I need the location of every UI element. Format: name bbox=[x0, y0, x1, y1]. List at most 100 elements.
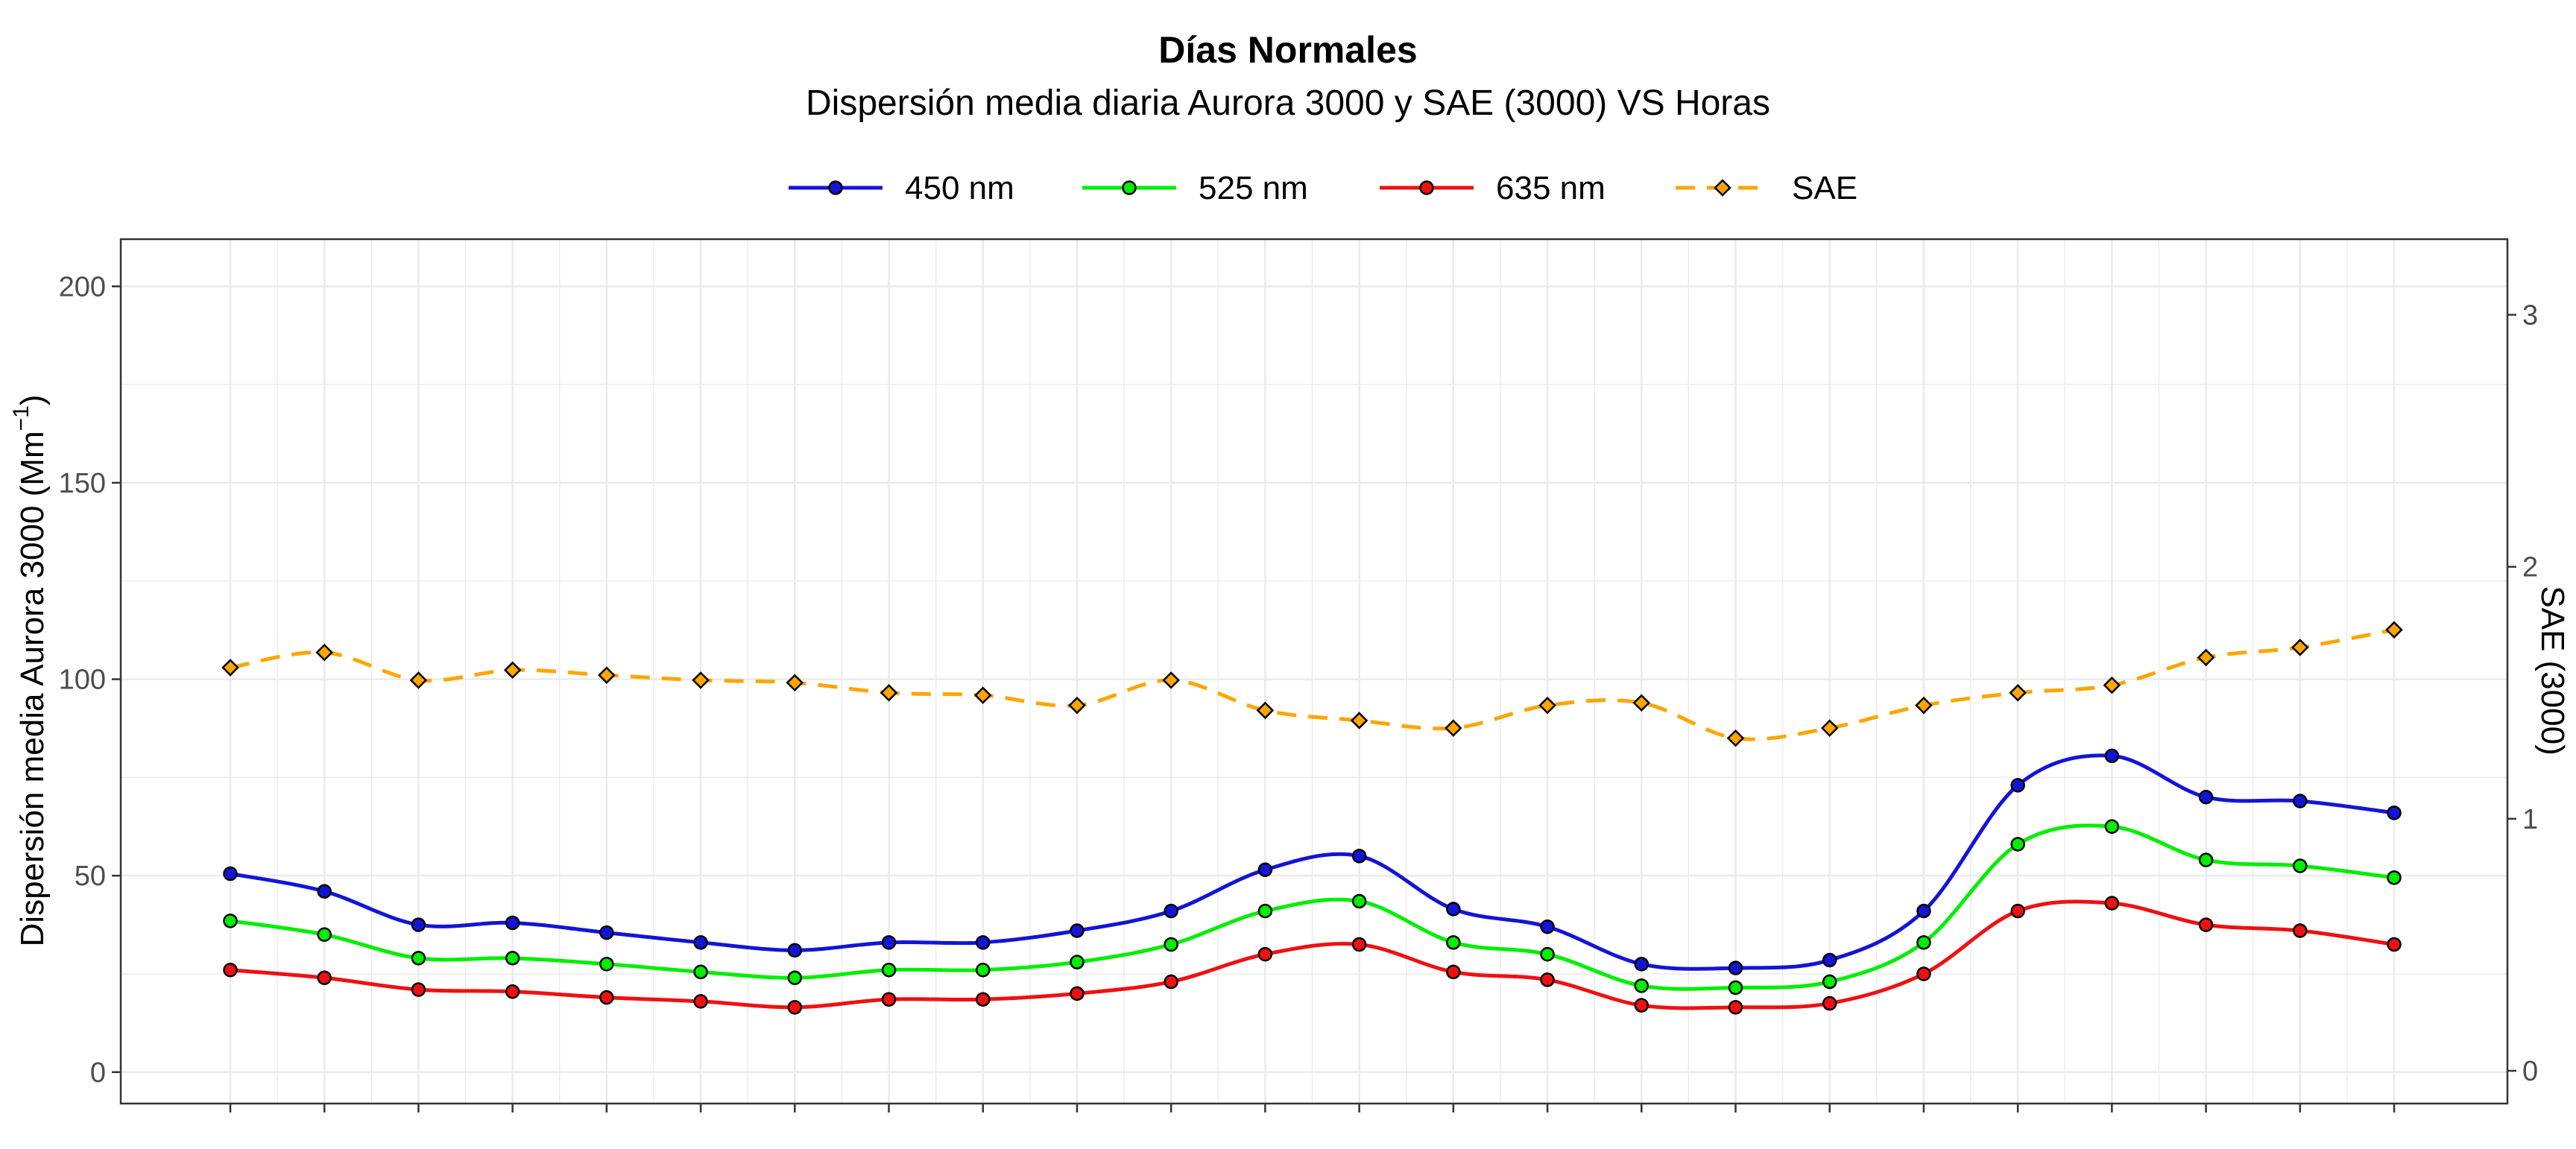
data-point-sae bbox=[1068, 696, 1086, 715]
data-point-635-nm bbox=[1070, 986, 1085, 1001]
y2-tick-label: 3 bbox=[2522, 300, 2538, 331]
data-point-635-nm bbox=[2104, 896, 2120, 911]
data-point-525-nm bbox=[505, 951, 520, 966]
data-point-525-nm bbox=[1257, 903, 1273, 919]
data-point-450-nm bbox=[2104, 748, 2120, 764]
data-point-sae bbox=[1350, 712, 1368, 729]
data-point-635-nm bbox=[1164, 974, 1178, 990]
data-point-525-nm bbox=[693, 964, 708, 980]
data-point-sae bbox=[1726, 729, 1745, 747]
data-point-525-nm bbox=[1351, 893, 1367, 909]
data-point-sae bbox=[2009, 683, 2027, 702]
chart-title: Días Normales bbox=[1158, 29, 1417, 71]
data-point-450-nm bbox=[2293, 794, 2308, 808]
data-point-635-nm bbox=[599, 990, 614, 1005]
data-point-525-nm bbox=[317, 927, 332, 943]
data-point-sae bbox=[2197, 648, 2215, 667]
y2-tick-label: 1 bbox=[2522, 804, 2538, 835]
data-point-525-nm bbox=[1070, 955, 1085, 969]
data-point-525-nm bbox=[1540, 946, 1555, 962]
data-point-sae bbox=[315, 643, 333, 662]
data-point-sae bbox=[2103, 676, 2121, 694]
data-point-sae bbox=[786, 674, 804, 691]
legend-item-525-nm: 525 nm bbox=[1082, 170, 1308, 206]
legend: 450 nm 525 nm 635 nm SAE bbox=[789, 170, 1857, 206]
data-point-450-nm bbox=[2198, 789, 2214, 805]
series-525-nm bbox=[223, 819, 2402, 996]
data-point-sae bbox=[221, 659, 239, 677]
data-point-sae bbox=[1915, 696, 1933, 715]
y-tick-label: 200 bbox=[59, 271, 106, 303]
data-point-450-nm bbox=[1351, 849, 1367, 864]
data-point-450-nm bbox=[1634, 957, 1650, 972]
data-point-635-nm bbox=[1728, 1000, 1743, 1015]
data-point-635-nm bbox=[411, 982, 426, 997]
data-point-635-nm bbox=[1916, 966, 1931, 981]
data-point-sae bbox=[409, 671, 428, 689]
y-axis-title: Dispersión media Aurora 3000 (Mm−1) bbox=[9, 395, 51, 947]
data-point-635-nm bbox=[2387, 937, 2402, 952]
legend-label-sae: SAE bbox=[1792, 170, 1857, 206]
data-point-450-nm bbox=[599, 925, 614, 940]
data-point-sae bbox=[598, 666, 616, 684]
data-point-450-nm bbox=[787, 943, 803, 958]
chart-subtitle: Dispersión media diaria Aurora 3000 y SA… bbox=[806, 83, 1770, 123]
data-point-sae bbox=[1820, 719, 1839, 737]
data-point-635-nm bbox=[1540, 972, 1555, 987]
data-point-635-nm bbox=[1634, 998, 1650, 1013]
data-point-635-nm bbox=[2198, 917, 2214, 932]
series-450-nm bbox=[223, 748, 2402, 975]
y-tick-label: 150 bbox=[59, 468, 106, 499]
data-point-635-nm bbox=[787, 1000, 803, 1015]
plot-panel-border bbox=[119, 238, 2509, 1105]
data-point-450-nm bbox=[317, 884, 332, 899]
data-point-sae bbox=[880, 683, 898, 702]
data-point-450-nm bbox=[1916, 903, 1931, 919]
data-point-450-nm bbox=[1446, 902, 1461, 917]
y2-axis-title: SAE (3000) bbox=[2534, 586, 2571, 755]
y-tick-label: 0 bbox=[90, 1057, 106, 1089]
legend-item-450-nm: 450 nm bbox=[789, 170, 1014, 206]
series-sae bbox=[221, 621, 2403, 747]
data-point-635-nm bbox=[881, 992, 897, 1007]
data-point-sae bbox=[692, 671, 710, 689]
legend-key-marker-525-nm bbox=[1122, 180, 1137, 195]
legend-label-525-nm: 525 nm bbox=[1199, 170, 1308, 206]
data-point-525-nm bbox=[975, 962, 991, 978]
data-point-450-nm bbox=[223, 866, 238, 881]
data-point-sae bbox=[1632, 694, 1651, 712]
data-point-525-nm bbox=[223, 914, 238, 928]
legend-item-635-nm: 635 nm bbox=[1380, 170, 1606, 206]
data-point-525-nm bbox=[1916, 935, 1931, 950]
data-point-525-nm bbox=[2387, 870, 2402, 885]
data-point-450-nm bbox=[1070, 923, 1085, 938]
data-point-525-nm bbox=[599, 957, 614, 972]
series-line-sae bbox=[230, 627, 2395, 741]
data-point-525-nm bbox=[1728, 980, 1743, 996]
data-point-635-nm bbox=[1351, 937, 1367, 952]
data-point-635-nm bbox=[2010, 903, 2025, 919]
data-point-635-nm bbox=[2293, 923, 2308, 938]
data-point-sae bbox=[973, 686, 992, 704]
data-point-635-nm bbox=[223, 962, 238, 978]
data-point-450-nm bbox=[975, 935, 991, 950]
y2-tick-label: 0 bbox=[2522, 1056, 2538, 1087]
legend-label-635-nm: 635 nm bbox=[1496, 170, 1606, 206]
data-point-525-nm bbox=[1446, 935, 1461, 950]
data-point-sae bbox=[503, 661, 522, 680]
y2-tick-label: 2 bbox=[2522, 552, 2538, 583]
data-point-450-nm bbox=[411, 917, 426, 932]
data-point-450-nm bbox=[1257, 862, 1273, 878]
series-layer bbox=[221, 621, 2403, 1015]
data-point-525-nm bbox=[2198, 852, 2214, 867]
data-point-sae bbox=[1256, 701, 1275, 720]
data-point-525-nm bbox=[1164, 937, 1178, 952]
grid bbox=[121, 239, 2507, 1104]
data-point-450-nm bbox=[1540, 919, 1555, 934]
series-635-nm bbox=[223, 896, 2402, 1015]
y-tick-label: 50 bbox=[75, 861, 106, 892]
legend-key-marker-450-nm bbox=[828, 180, 843, 195]
data-point-450-nm bbox=[881, 935, 897, 950]
data-point-635-nm bbox=[1822, 996, 1837, 1011]
